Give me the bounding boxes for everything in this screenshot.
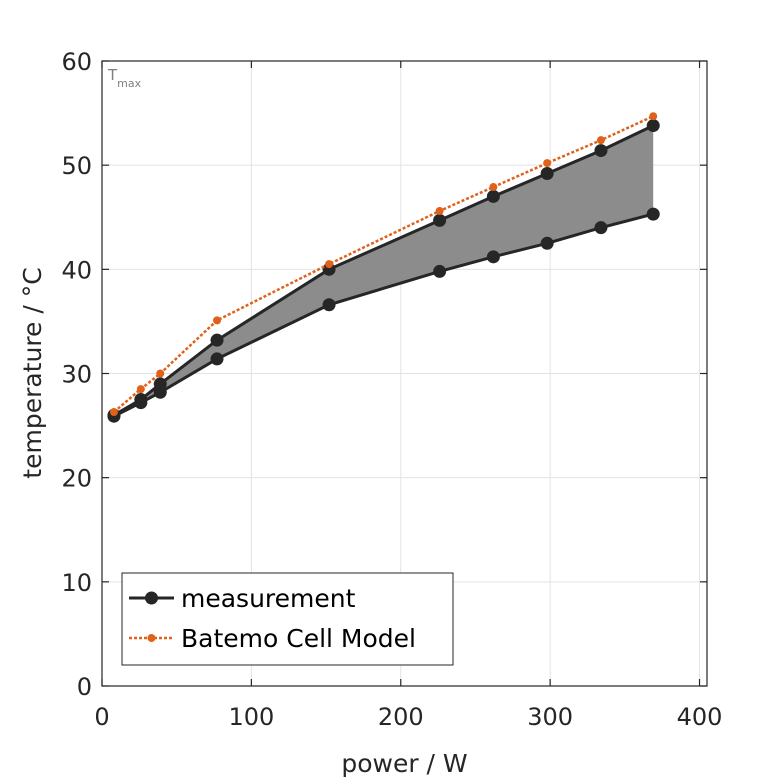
data-point-2 bbox=[325, 260, 334, 269]
x-tick-label: 400 bbox=[677, 703, 723, 731]
data-point-0 bbox=[646, 119, 660, 133]
data-point-2 bbox=[435, 207, 444, 215]
data-point-0 bbox=[433, 213, 447, 227]
x-tick-label: 0 bbox=[94, 703, 109, 731]
x-tick-label: 300 bbox=[527, 703, 573, 731]
y-tick-label: 60 bbox=[61, 48, 92, 76]
data-point-1 bbox=[153, 385, 167, 399]
legend-measurement-label: measurement bbox=[181, 584, 356, 613]
data-point-2 bbox=[136, 385, 145, 394]
data-point-1 bbox=[210, 352, 224, 366]
data-point-2 bbox=[649, 112, 658, 121]
data-point-2 bbox=[489, 183, 498, 192]
legend-measurement-marker bbox=[145, 591, 158, 605]
ticks: 0 100 200 300 400 0 10 20 30 40 50 60 bbox=[61, 48, 722, 731]
legend: measurement Batemo Cell Model bbox=[121, 572, 454, 666]
data-point-2 bbox=[156, 369, 165, 378]
y-tick-label: 0 bbox=[77, 673, 92, 701]
data-point-1 bbox=[646, 207, 660, 221]
series-group bbox=[107, 112, 660, 423]
y-tick-label: 20 bbox=[61, 465, 92, 493]
x-axis-title: power / W bbox=[341, 749, 467, 778]
data-point-0 bbox=[540, 167, 554, 180]
series-line-0 bbox=[113, 124, 654, 417]
data-point-2 bbox=[213, 316, 222, 325]
legend-model-label: Batemo Cell Model bbox=[181, 624, 416, 653]
data-point-1 bbox=[486, 250, 500, 264]
data-point-0 bbox=[594, 144, 608, 158]
series-line-1 bbox=[113, 212, 654, 418]
x-tick-label: 200 bbox=[378, 703, 424, 731]
data-point-1 bbox=[594, 221, 608, 235]
y-axis-title: temperature / °C bbox=[18, 267, 47, 478]
y-tick-label: 50 bbox=[61, 152, 92, 180]
data-point-1 bbox=[433, 264, 447, 278]
data-point-1 bbox=[322, 298, 336, 312]
data-point-2 bbox=[543, 159, 552, 168]
y-tick-label: 30 bbox=[61, 361, 92, 389]
y-tick-label: 10 bbox=[61, 569, 92, 597]
data-point-0 bbox=[210, 333, 224, 347]
data-point-0 bbox=[486, 189, 500, 203]
data-point-1 bbox=[134, 396, 148, 410]
series-line-2 bbox=[113, 115, 654, 413]
data-point-2 bbox=[596, 136, 605, 145]
y-tick-label: 40 bbox=[61, 256, 92, 284]
annotation: Tmax bbox=[107, 66, 142, 90]
legend-model-marker bbox=[147, 634, 156, 642]
data-point-1 bbox=[540, 236, 554, 250]
data-point-2 bbox=[109, 408, 118, 417]
x-tick-label: 100 bbox=[228, 703, 274, 731]
legend-box bbox=[121, 572, 454, 666]
